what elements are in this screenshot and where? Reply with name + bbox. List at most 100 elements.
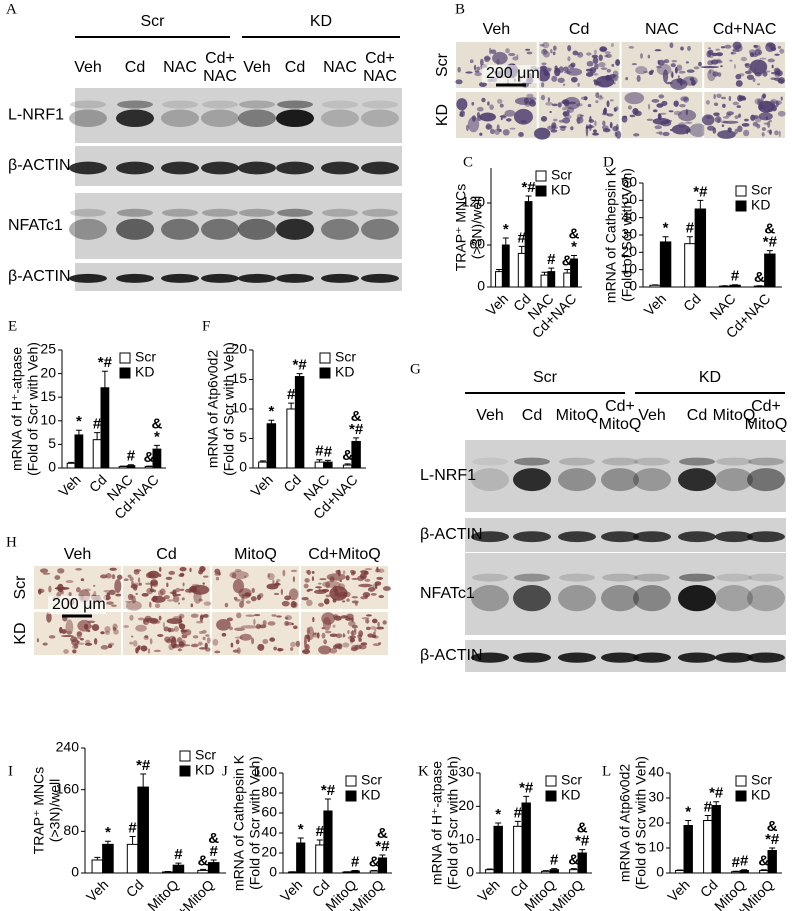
bar bbox=[91, 859, 104, 874]
significance: # bbox=[514, 804, 523, 821]
cell bbox=[158, 615, 162, 621]
cell bbox=[570, 76, 578, 83]
cell bbox=[720, 65, 723, 68]
significance: *# bbox=[349, 421, 364, 438]
error-bar bbox=[344, 463, 351, 466]
cell bbox=[767, 129, 771, 133]
cell bbox=[467, 116, 480, 133]
error-bar bbox=[662, 236, 669, 242]
cell bbox=[198, 598, 203, 602]
cell bbox=[668, 110, 674, 113]
cell bbox=[306, 569, 311, 576]
cell bbox=[321, 588, 330, 593]
cell bbox=[145, 647, 148, 651]
cell bbox=[179, 566, 187, 572]
cell bbox=[471, 101, 475, 106]
cell bbox=[526, 93, 534, 99]
cell bbox=[159, 588, 166, 596]
cell bbox=[84, 588, 91, 592]
cell bbox=[292, 576, 296, 583]
lane-label: Cd bbox=[285, 59, 305, 76]
significance: # bbox=[127, 448, 136, 465]
cell bbox=[54, 586, 70, 590]
cell bbox=[625, 77, 629, 81]
y-tick-label: 40 bbox=[621, 208, 637, 224]
cell bbox=[650, 69, 654, 73]
cell bbox=[707, 125, 715, 131]
row-label: Scr bbox=[12, 575, 29, 600]
band bbox=[161, 218, 199, 240]
significance: # bbox=[93, 416, 102, 433]
error-bar bbox=[523, 795, 530, 803]
significance: & bbox=[342, 447, 353, 464]
cell bbox=[359, 572, 367, 580]
cell bbox=[216, 619, 231, 631]
cell bbox=[376, 576, 384, 580]
cell bbox=[494, 128, 501, 136]
bar bbox=[92, 439, 102, 469]
cell bbox=[57, 568, 65, 574]
significance: * bbox=[154, 428, 160, 445]
band bbox=[238, 273, 276, 283]
bar bbox=[684, 243, 696, 288]
cell bbox=[547, 125, 554, 130]
cell bbox=[770, 46, 777, 51]
cell bbox=[744, 118, 749, 122]
cell bbox=[557, 77, 565, 83]
cell bbox=[316, 632, 320, 639]
cell bbox=[506, 118, 512, 122]
cell bbox=[759, 57, 767, 60]
cell bbox=[727, 127, 732, 133]
cell bbox=[164, 636, 171, 643]
cell bbox=[708, 47, 711, 50]
band bbox=[747, 468, 785, 492]
cell bbox=[686, 128, 689, 135]
band bbox=[116, 218, 154, 240]
cell bbox=[350, 647, 358, 652]
cell bbox=[615, 59, 621, 66]
cell bbox=[774, 130, 779, 136]
cell bbox=[685, 61, 689, 64]
cell bbox=[722, 120, 739, 124]
cell bbox=[60, 635, 74, 638]
cell bbox=[689, 123, 708, 137]
y-axis-label: TRAP⁺ MNCs bbox=[453, 184, 469, 272]
cell bbox=[364, 618, 370, 624]
cell bbox=[140, 645, 148, 652]
cell bbox=[322, 617, 332, 631]
cell bbox=[753, 44, 758, 48]
cell bbox=[221, 632, 227, 637]
lane-label: Veh bbox=[74, 59, 102, 76]
cell bbox=[284, 595, 292, 601]
cell bbox=[754, 98, 762, 105]
cell bbox=[306, 599, 313, 607]
cell bbox=[329, 633, 338, 638]
cell bbox=[168, 627, 175, 633]
cell bbox=[343, 634, 346, 637]
band bbox=[678, 652, 716, 663]
y-tick-label: 15 bbox=[40, 388, 56, 404]
cell bbox=[743, 129, 750, 137]
band bbox=[161, 161, 199, 175]
cell bbox=[592, 132, 600, 136]
cell bbox=[137, 617, 145, 621]
cell bbox=[502, 129, 510, 136]
band bbox=[276, 218, 314, 240]
cell bbox=[205, 647, 211, 652]
cell bbox=[547, 97, 550, 103]
cell bbox=[520, 119, 527, 124]
cell bbox=[377, 621, 380, 628]
band bbox=[716, 457, 752, 466]
cell bbox=[518, 132, 524, 138]
cell bbox=[181, 634, 188, 639]
cell bbox=[562, 83, 566, 87]
cell bbox=[143, 635, 149, 641]
legend-label: KD bbox=[361, 787, 380, 803]
cell bbox=[371, 634, 377, 639]
cell bbox=[774, 53, 780, 56]
cell bbox=[284, 615, 293, 621]
cell bbox=[166, 618, 183, 625]
cell bbox=[658, 94, 665, 99]
band bbox=[678, 468, 716, 492]
significance: # bbox=[209, 843, 218, 860]
